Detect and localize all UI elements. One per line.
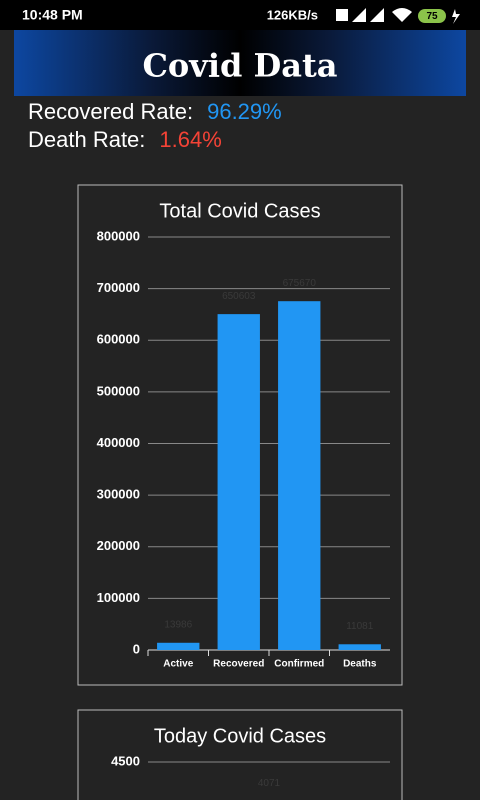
x-tick-label: Deaths xyxy=(343,659,377,670)
y-tick-label: 800000 xyxy=(97,228,140,243)
bar xyxy=(278,301,321,650)
data-label: 675670 xyxy=(283,278,317,289)
chart-frame xyxy=(77,709,403,800)
time: 10:48 PM xyxy=(22,7,83,23)
y-tick-label: 400000 xyxy=(97,435,140,450)
bar xyxy=(157,642,200,650)
bar xyxy=(338,644,381,650)
battery-icon xyxy=(418,9,446,23)
x-tick-label: Recovered xyxy=(213,659,264,670)
volte-icon xyxy=(336,9,348,21)
battery-level: 75 xyxy=(426,11,438,22)
x-tick-label: Active xyxy=(163,659,193,670)
signal-icon xyxy=(352,8,384,22)
chart-title: Total Covid Cases xyxy=(159,200,320,222)
chart-title: Today Covid Cases xyxy=(154,725,326,747)
x-tick-label: Confirmed xyxy=(274,659,324,670)
y-tick-label: 0 xyxy=(133,641,140,656)
charging-icon xyxy=(452,9,460,24)
stat-label: Death Rate: xyxy=(28,127,145,152)
y-tick-label: 300000 xyxy=(97,487,140,502)
header xyxy=(14,30,466,96)
y-tick-label: 200000 xyxy=(97,538,140,553)
y-tick-label: 4500 xyxy=(111,753,140,768)
y-tick-label: 700000 xyxy=(97,280,140,295)
y-tick-label: 100000 xyxy=(97,590,140,605)
header-title: Covid Data xyxy=(142,47,337,85)
data-label: 4071 xyxy=(258,778,281,789)
y-tick-label: 500000 xyxy=(97,383,140,398)
stat-label: Recovered Rate: xyxy=(28,99,193,124)
data-label: 650603 xyxy=(222,291,256,302)
chart-frame xyxy=(77,184,403,686)
y-tick-label: 600000 xyxy=(97,332,140,347)
stat-value: 96.29% xyxy=(207,99,282,124)
data-label: 13986 xyxy=(164,619,192,630)
data-label: 11081 xyxy=(346,621,374,632)
stat-value: 1.64% xyxy=(159,127,221,152)
bar xyxy=(217,314,260,650)
wifi-icon xyxy=(392,8,412,22)
net-speed: 126KB/s xyxy=(267,7,318,22)
